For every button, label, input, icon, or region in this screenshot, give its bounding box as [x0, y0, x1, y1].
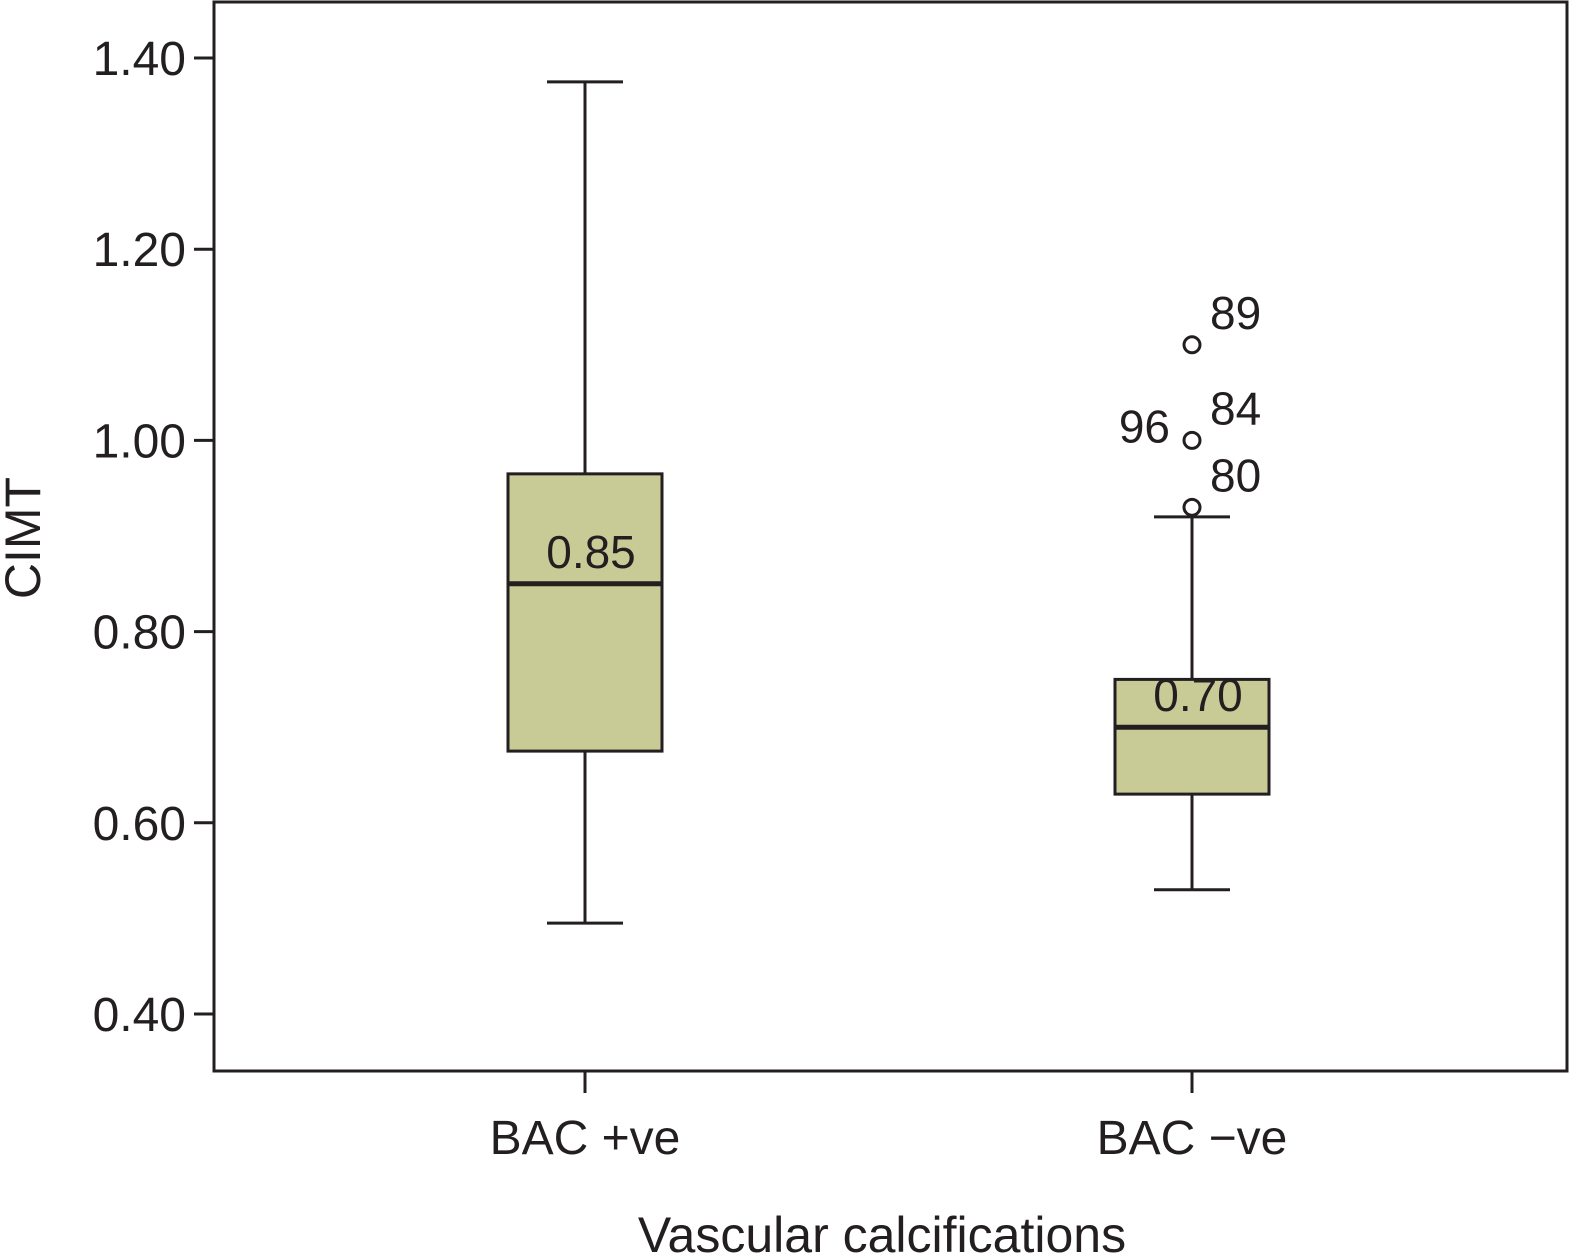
outlier-point	[1182, 335, 1202, 355]
plot-frame	[212, 0, 1569, 1073]
x-tick-label: BAC −ve	[1097, 1112, 1288, 1165]
y-tick-label: 0.40	[93, 989, 186, 1042]
x-axis: BAC +ve BAC −ve	[490, 1071, 1288, 1165]
y-tick-label: 0.80	[93, 607, 186, 660]
outlier-point	[1182, 497, 1202, 517]
iqr-box	[506, 472, 664, 753]
outlier-label: 80	[1210, 449, 1261, 501]
y-tick-label: 1.20	[93, 224, 186, 277]
box-group: 0.85	[506, 80, 664, 925]
outlier-point	[1182, 430, 1202, 450]
outlier-label: 84	[1210, 382, 1261, 434]
outlier-label: 89	[1210, 287, 1261, 339]
median-label: 0.85	[546, 526, 636, 578]
box-group: 0.70 89 96 84 80	[1113, 287, 1271, 892]
y-tick-label: 1.40	[93, 33, 186, 86]
x-tick-label: BAC +ve	[490, 1112, 681, 1165]
outlier-label: 96	[1119, 400, 1170, 452]
y-tick-label: 1.00	[93, 415, 186, 468]
y-axis-title: CIMT	[0, 477, 51, 599]
iqr-box	[1113, 677, 1271, 796]
boxes: 0.85 0.70 89 96 84 80	[506, 80, 1271, 925]
y-tick-label: 0.60	[93, 798, 186, 851]
x-axis-title: Vascular calcifications	[638, 1207, 1126, 1260]
median-label: 0.70	[1153, 669, 1243, 721]
y-axis: 0.40 0.60 0.80 1.00 1.20 1.40	[93, 33, 214, 1042]
